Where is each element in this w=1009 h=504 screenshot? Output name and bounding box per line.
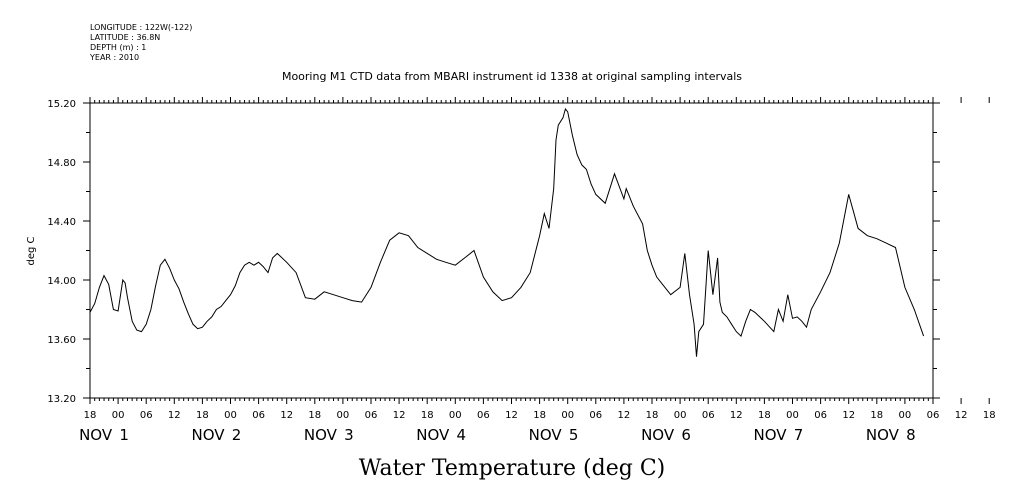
day-number-label: 7 — [794, 426, 804, 444]
x-tick-label: 12 — [618, 410, 631, 421]
y-tick-label: 15.20 — [47, 99, 76, 110]
y-tick-label: 14.00 — [47, 276, 76, 287]
day-number-label: 6 — [681, 426, 691, 444]
x-tick-label: 18 — [646, 410, 659, 421]
x-tick-label: 12 — [955, 410, 968, 421]
day-month-label: NOV — [304, 426, 338, 444]
x-tick-label: 00 — [899, 410, 912, 421]
x-tick-label: 00 — [337, 410, 350, 421]
y-ticks: 13.20 13.60 14.00 14.40 14.80 15.20 — [47, 99, 940, 405]
x-tick-label: 00 — [786, 410, 799, 421]
day-number-label: 1 — [119, 426, 129, 444]
x-tick-label: 18 — [870, 410, 883, 421]
x-tick-label: 06 — [477, 410, 490, 421]
y-tick-label: 14.40 — [47, 217, 76, 228]
day-number-label: 8 — [906, 426, 916, 444]
x-tick-label: 18 — [983, 410, 996, 421]
day-month-label: NOV — [416, 426, 450, 444]
latitude-label: LATITUDE : 36.8N — [90, 33, 160, 42]
x-tick-label: 00 — [449, 410, 462, 421]
day-month-label: NOV — [191, 426, 225, 444]
x-tick-label: 06 — [365, 410, 378, 421]
day-month-label: NOV — [79, 426, 113, 444]
day-number-label: 5 — [569, 426, 579, 444]
x-tick-label: 18 — [758, 410, 771, 421]
day-number-label: 4 — [457, 426, 467, 444]
x-tick-label: 06 — [140, 410, 153, 421]
day-labels: NOV 1 NOV 2 NOV 3 NOV 4 NOV 5 NOV 6 NOV 7 NOV 8 — [79, 426, 916, 444]
y-axis-label: deg C — [26, 236, 37, 265]
series-line-temperature — [89, 107, 925, 357]
day-month-label: NOV — [866, 426, 900, 444]
x-tick-label: 00 — [561, 410, 574, 421]
x-tick-label: 12 — [505, 410, 518, 421]
x-axis-label: Water Temperature (deg C) — [359, 456, 666, 481]
x-tick-label: 06 — [702, 410, 715, 421]
x-tick-label: 12 — [842, 410, 855, 421]
day-month-label: NOV — [529, 426, 563, 444]
x-tick-label: 18 — [196, 410, 209, 421]
day-month-label: NOV — [753, 426, 787, 444]
x-tick-label: 06 — [589, 410, 602, 421]
header-block: LONGITUDE : 122W(-122) LATITUDE : 36.8N … — [89, 23, 192, 62]
x-tick-label: 18 — [533, 410, 546, 421]
x-tick-label: 06 — [927, 410, 940, 421]
y-tick-label: 13.20 — [47, 394, 76, 405]
x-tick-label: 12 — [168, 410, 181, 421]
x-tick-label: 12 — [730, 410, 743, 421]
x-tick-label: 18 — [308, 410, 321, 421]
x-tick-label: 18 — [421, 410, 434, 421]
day-number-label: 3 — [344, 426, 354, 444]
depth-label: DEPTH (m) : 1 — [90, 43, 146, 52]
x-tick-label: 12 — [393, 410, 406, 421]
x-tick-label: 00 — [112, 410, 125, 421]
day-number-label: 2 — [232, 426, 242, 444]
year-label: YEAR : 2010 — [89, 53, 139, 62]
x-tick-label: 06 — [252, 410, 265, 421]
x-tick-label: 12 — [280, 410, 293, 421]
x-tick-label: 00 — [674, 410, 687, 421]
y-tick-label: 13.60 — [47, 335, 76, 346]
plot-frame — [89, 102, 934, 399]
x-tick-label: 06 — [814, 410, 827, 421]
chart-title: Mooring M1 CTD data from MBARI instrumen… — [282, 70, 742, 83]
day-month-label: NOV — [641, 426, 675, 444]
minor-ticks — [94, 100, 929, 401]
x-ticks: 18 00 06 12 18 00 06 12 18 00 06 12 18 00 06 12 18 00 06 12… — [84, 97, 996, 421]
y-tick-label: 14.80 — [47, 158, 76, 169]
longitude-label: LONGITUDE : 122W(-122) — [90, 23, 192, 32]
x-tick-label: 00 — [224, 410, 237, 421]
x-tick-label: 18 — [84, 410, 97, 421]
